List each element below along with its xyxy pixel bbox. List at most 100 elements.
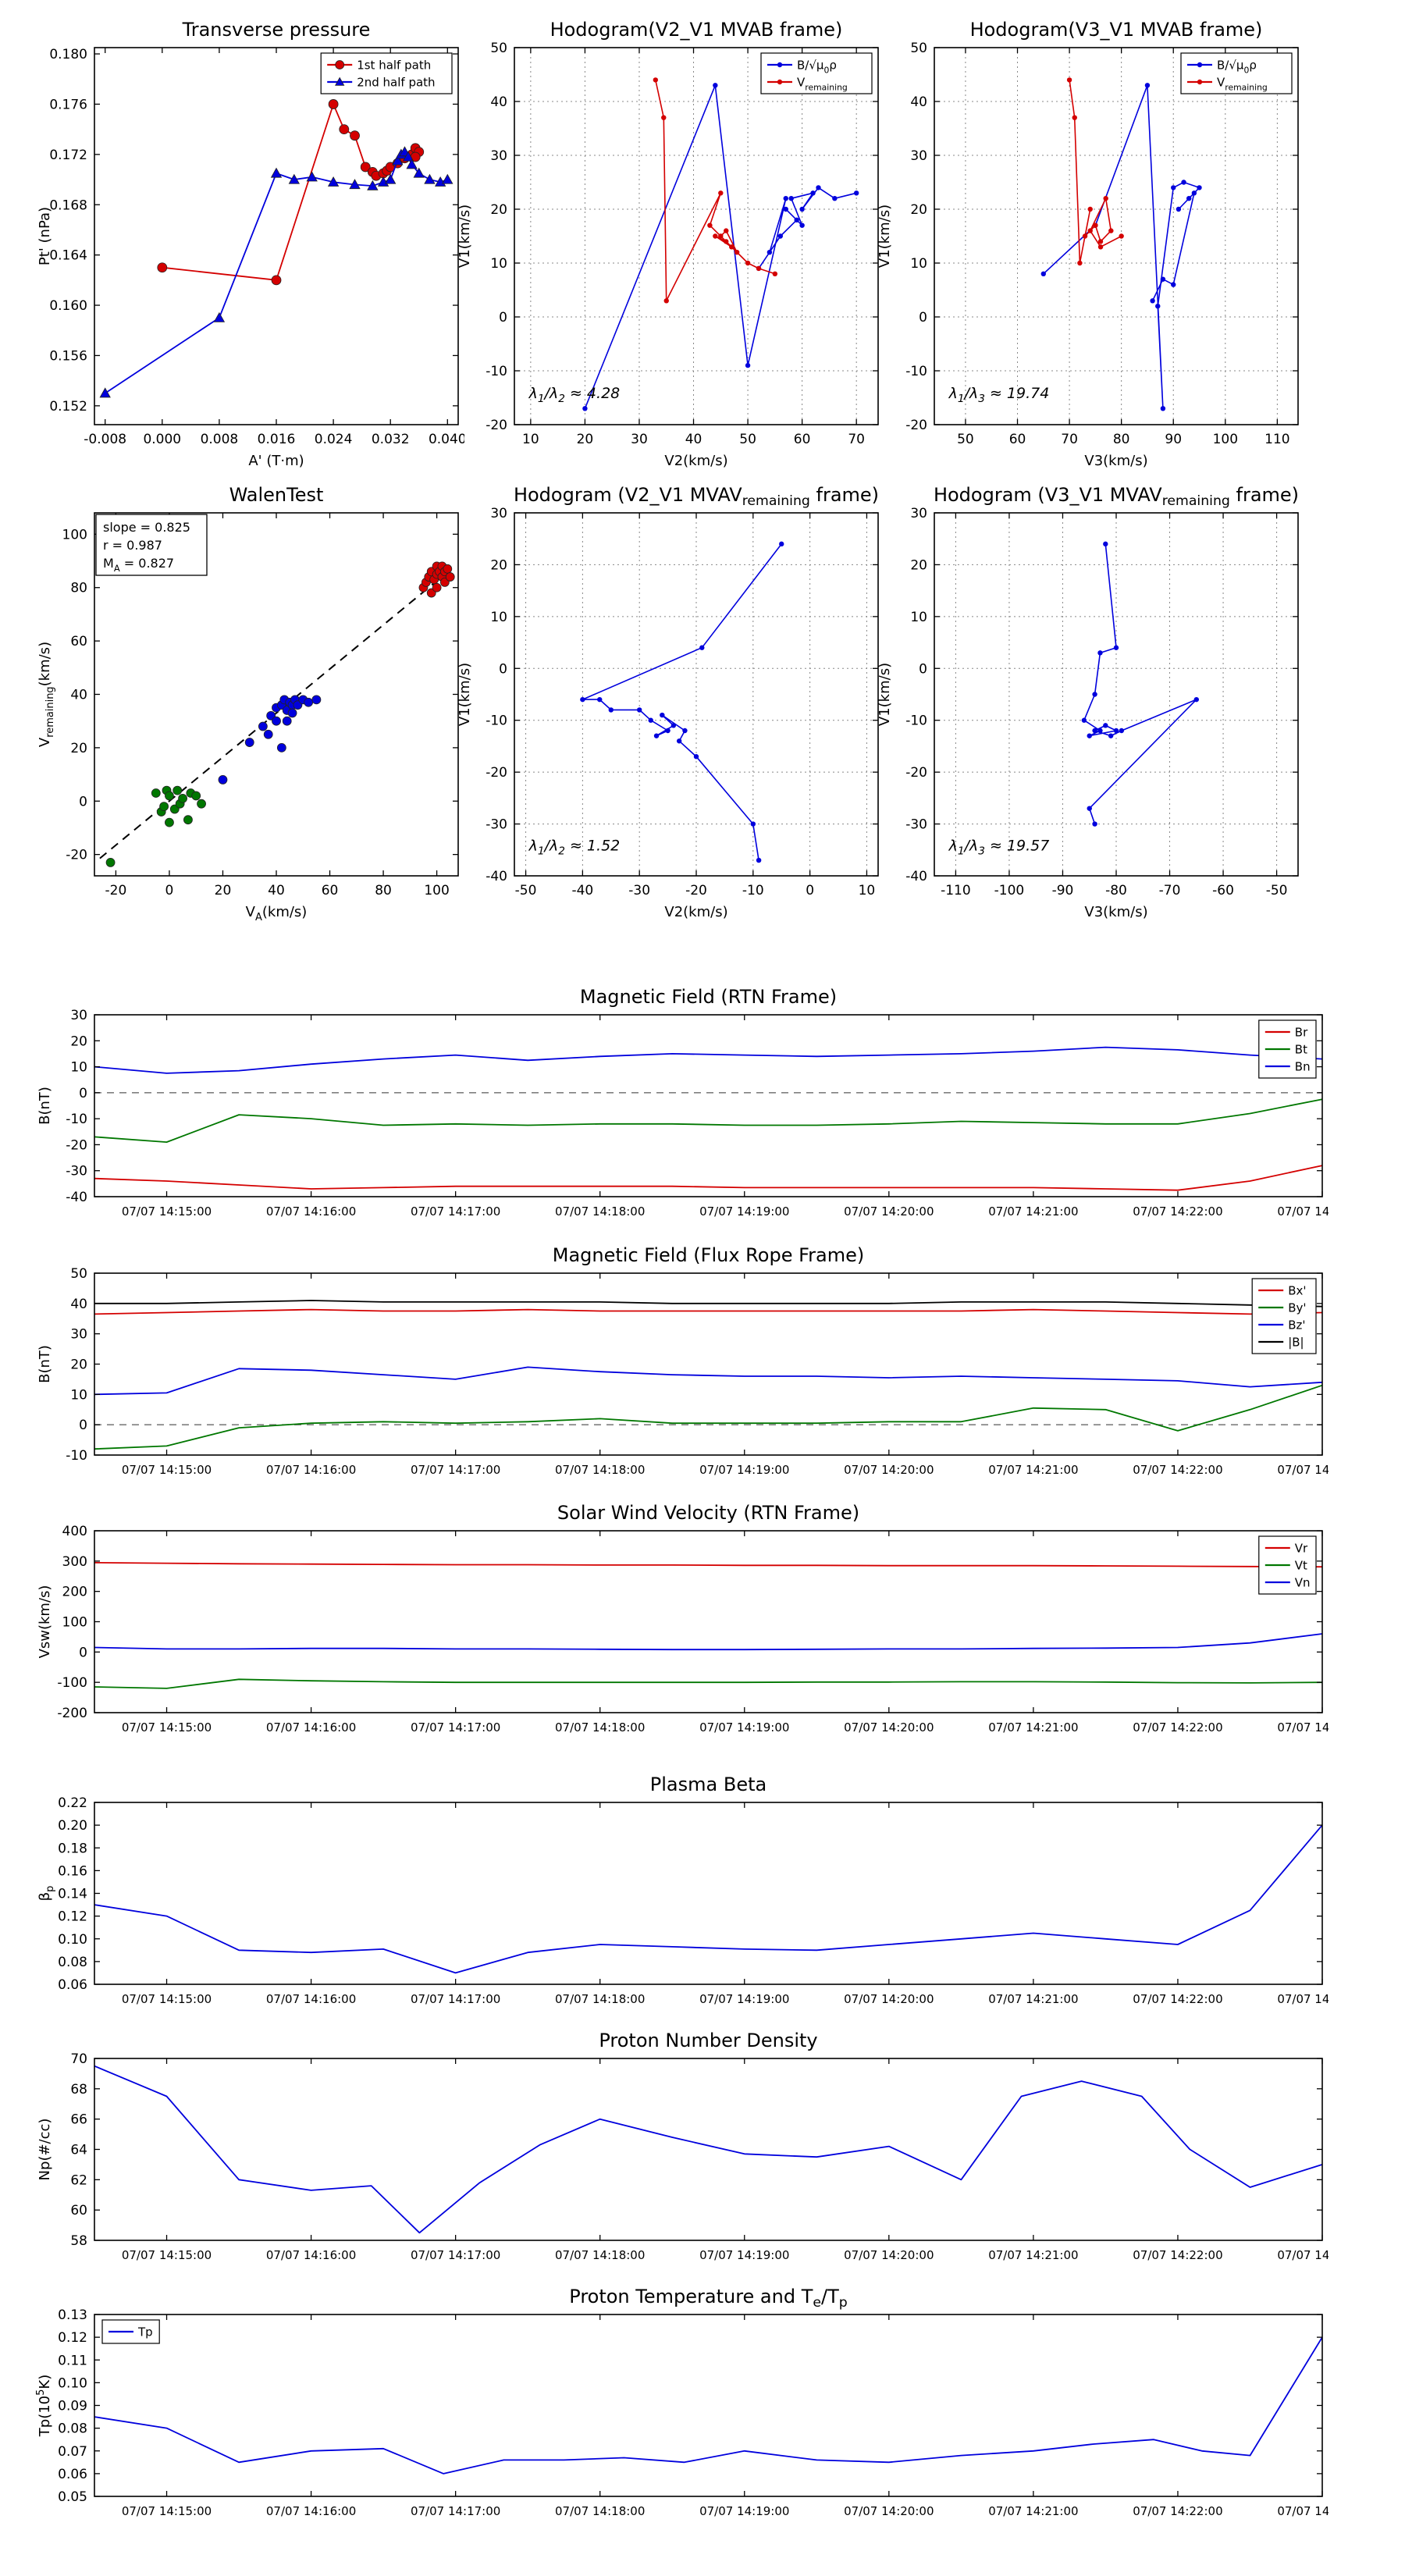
svg-text:58: 58 xyxy=(70,2233,87,2249)
svg-text:Magnetic Field (Flux Rope Fram: Magnetic Field (Flux Rope Frame) xyxy=(553,1244,864,1266)
svg-text:0.14: 0.14 xyxy=(58,1887,87,1902)
svg-text:0.024: 0.024 xyxy=(315,432,353,447)
svg-text:07/07 14:16:00: 07/07 14:16:00 xyxy=(266,2248,356,2262)
svg-text:0.12: 0.12 xyxy=(58,1909,87,1925)
svg-text:slope = 0.825: slope = 0.825 xyxy=(103,520,190,535)
svg-text:07/07 14:15:00: 07/07 14:15:00 xyxy=(122,1992,212,2006)
svg-text:200: 200 xyxy=(62,1585,87,1600)
svg-text:20: 20 xyxy=(215,883,232,898)
svg-text:-10: -10 xyxy=(66,1112,87,1127)
svg-text:300: 300 xyxy=(62,1554,87,1570)
svg-text:60: 60 xyxy=(70,2203,87,2218)
svg-text:Transverse pressure: Transverse pressure xyxy=(182,19,371,41)
svg-text:-90: -90 xyxy=(1052,883,1074,898)
svg-text:V3(km/s): V3(km/s) xyxy=(1084,904,1147,920)
svg-text:Br: Br xyxy=(1295,1026,1308,1040)
svg-text:-0.008: -0.008 xyxy=(84,432,126,447)
svg-text:0.06: 0.06 xyxy=(58,2467,87,2482)
svg-text:-70: -70 xyxy=(1159,883,1181,898)
svg-text:WalenTest: WalenTest xyxy=(229,484,324,506)
svg-text:0.16: 0.16 xyxy=(58,1863,87,1879)
svg-text:V3(km/s): V3(km/s) xyxy=(1084,453,1147,469)
svg-text:0.040: 0.040 xyxy=(429,432,464,447)
svg-text:B(nT): B(nT) xyxy=(37,1087,53,1125)
svg-text:r = 0.987: r = 0.987 xyxy=(103,538,162,553)
svg-text:30: 30 xyxy=(70,1008,87,1023)
svg-text:-30: -30 xyxy=(628,883,650,898)
svg-text:-10: -10 xyxy=(486,713,507,729)
svg-text:Vn: Vn xyxy=(1295,1576,1311,1590)
svg-text:10: 10 xyxy=(522,432,539,447)
svg-text:64: 64 xyxy=(70,2143,87,2158)
svg-text:07/07 14:16:00: 07/07 14:16:00 xyxy=(266,1992,356,2006)
svg-text:50: 50 xyxy=(490,41,507,56)
svg-text:07/07 14:23:00: 07/07 14:23:00 xyxy=(1277,2248,1329,2262)
svg-text:07/07 14:22:00: 07/07 14:22:00 xyxy=(1133,2248,1222,2262)
svg-text:Bx': Bx' xyxy=(1288,1284,1306,1298)
svg-text:10: 10 xyxy=(910,610,927,625)
svg-text:0: 0 xyxy=(499,661,507,677)
svg-text:07/07 14:21:00: 07/07 14:21:00 xyxy=(988,2248,1078,2262)
svg-text:-100: -100 xyxy=(994,883,1025,898)
svg-text:90: 90 xyxy=(1165,432,1182,447)
svg-text:Proton Temperature and Te/Tp: Proton Temperature and Te/Tp xyxy=(569,2286,847,2311)
svg-text:07/07 14:19:00: 07/07 14:19:00 xyxy=(699,2248,789,2262)
svg-text:0.11: 0.11 xyxy=(58,2353,87,2368)
svg-text:V1(km/s): V1(km/s) xyxy=(877,205,893,268)
svg-text:68: 68 xyxy=(70,2082,87,2097)
svg-text:Hodogram(V3_V1 MVAB frame): Hodogram(V3_V1 MVAB frame) xyxy=(970,19,1263,41)
svg-text:30: 30 xyxy=(910,506,927,521)
svg-text:VA(km/s): VA(km/s) xyxy=(246,904,308,923)
svg-text:07/07 14:18:00: 07/07 14:18:00 xyxy=(555,1463,645,1477)
svg-text:80: 80 xyxy=(1113,432,1130,447)
svg-text:0: 0 xyxy=(499,310,507,326)
svg-text:B/√μ0ρ: B/√μ0ρ xyxy=(1217,59,1257,76)
svg-text:Hodogram (V3_V1 MVAVremaining: Hodogram (V3_V1 MVAVremaining frame) xyxy=(934,484,1299,509)
svg-text:A' (T·m): A' (T·m) xyxy=(248,453,304,469)
walen-test-plot: -20 0 20 40 60 80 100 -20 0 20 40 60 80 100 WalenTest V… xyxy=(32,478,464,927)
svg-text:07/07 14:22:00: 07/07 14:22:00 xyxy=(1133,1992,1222,2006)
svg-text:07/07 14:18:00: 07/07 14:18:00 xyxy=(555,2504,645,2518)
svg-text:20: 20 xyxy=(490,202,507,218)
svg-text:0.156: 0.156 xyxy=(49,348,87,364)
svg-text:30: 30 xyxy=(490,506,507,521)
svg-text:30: 30 xyxy=(490,148,507,164)
svg-text:By': By' xyxy=(1288,1301,1306,1315)
svg-text:110: 110 xyxy=(1264,432,1289,447)
svg-text:70: 70 xyxy=(848,432,865,447)
svg-text:07/07 14:20:00: 07/07 14:20:00 xyxy=(844,1720,934,1735)
proton-temperature-plot: 07/07 14:15:00 07/07 14:16:00 07/07 14:17:… xyxy=(32,2279,1368,2532)
svg-text:-10: -10 xyxy=(486,364,507,379)
svg-text:-40: -40 xyxy=(571,883,593,898)
svg-text:V2(km/s): V2(km/s) xyxy=(664,904,727,920)
svg-text:07/07 14:22:00: 07/07 14:22:00 xyxy=(1133,1720,1222,1735)
svg-text:07/07 14:20:00: 07/07 14:20:00 xyxy=(844,2504,934,2518)
svg-text:0: 0 xyxy=(919,310,927,326)
svg-text:-80: -80 xyxy=(1105,883,1127,898)
svg-text:0.18: 0.18 xyxy=(58,1841,87,1856)
svg-text:0.06: 0.06 xyxy=(58,1977,87,1993)
svg-text:0.000: 0.000 xyxy=(143,432,181,447)
svg-text:07/07 14:15:00: 07/07 14:15:00 xyxy=(122,1720,212,1735)
svg-text:07/07 14:15:00: 07/07 14:15:00 xyxy=(122,2248,212,2262)
svg-text:80: 80 xyxy=(375,883,392,898)
transverse-pressure-plot: -0.008 0.000 0.008 0.016 0.024 0.032 0.040 0.15… xyxy=(32,12,467,471)
hodogram-v2v1-mvav-plot: -50 -40 -30 -20 -10 0 10 -40 -30 -20 -10 0 10 20 30 Hod… xyxy=(452,478,884,927)
svg-text:07/07 14:21:00: 07/07 14:21:00 xyxy=(988,1204,1078,1219)
svg-text:07/07 14:21:00: 07/07 14:21:00 xyxy=(988,1463,1078,1477)
svg-text:βp: βp xyxy=(37,1886,56,1902)
svg-text:07/07 14:22:00: 07/07 14:22:00 xyxy=(1133,1463,1222,1477)
svg-text:07/07 14:19:00: 07/07 14:19:00 xyxy=(699,1463,789,1477)
svg-text:Hodogram(V2_V1 MVAB frame): Hodogram(V2_V1 MVAB frame) xyxy=(550,19,843,41)
svg-text:-10: -10 xyxy=(905,713,927,729)
svg-text:λ1/λ2 ≈ 1.52: λ1/λ2 ≈ 1.52 xyxy=(528,837,621,857)
svg-text:0.13: 0.13 xyxy=(58,2307,87,2323)
svg-text:-40: -40 xyxy=(66,1190,87,1205)
svg-text:Np(#/cc): Np(#/cc) xyxy=(37,2119,53,2181)
svg-text:30: 30 xyxy=(631,432,648,447)
svg-text:07/07 14:17:00: 07/07 14:17:00 xyxy=(411,1992,500,2006)
svg-text:-20: -20 xyxy=(685,883,707,898)
svg-text:0.08: 0.08 xyxy=(58,1955,87,1970)
svg-text:07/07 14:18:00: 07/07 14:18:00 xyxy=(555,1204,645,1219)
svg-text:0.160: 0.160 xyxy=(49,298,87,314)
